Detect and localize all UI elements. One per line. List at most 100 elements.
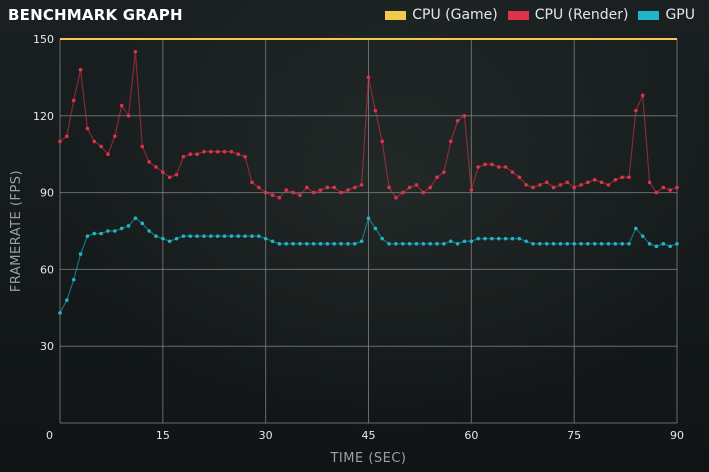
data-point <box>250 234 254 238</box>
data-point <box>195 152 199 156</box>
data-point <box>65 298 69 302</box>
data-point <box>133 216 138 220</box>
data-point <box>503 165 508 169</box>
data-point <box>236 234 241 238</box>
data-point <box>558 183 563 187</box>
data-point <box>202 149 206 154</box>
data-point <box>284 188 289 192</box>
data-point <box>586 242 590 246</box>
data-point <box>647 242 652 246</box>
data-point <box>202 234 206 238</box>
data-point <box>483 162 487 167</box>
x-tick-label: 45 <box>362 429 376 442</box>
data-point <box>92 231 97 236</box>
x-tick-label: 60 <box>464 429 478 442</box>
data-point <box>394 242 398 246</box>
data-point <box>332 185 337 190</box>
data-point <box>400 242 405 246</box>
data-point <box>544 180 549 185</box>
data-point <box>133 50 138 54</box>
data-point <box>188 234 193 238</box>
data-point <box>99 231 103 236</box>
data-point <box>448 139 453 144</box>
data-point <box>373 226 378 231</box>
x-tick-label: 15 <box>156 429 170 442</box>
legend-item-cpu-render: CPU (Render) <box>507 7 628 23</box>
data-point <box>380 236 385 241</box>
data-point <box>298 242 302 246</box>
data-point <box>325 185 330 190</box>
data-point <box>263 190 268 195</box>
data-point <box>414 183 419 187</box>
data-point <box>654 244 659 249</box>
data-point <box>654 190 659 195</box>
data-point <box>448 239 453 244</box>
data-point <box>476 165 480 169</box>
data-point <box>147 229 151 233</box>
data-point <box>462 114 467 118</box>
data-point <box>620 242 624 246</box>
data-point <box>435 175 439 180</box>
data-point <box>113 134 117 139</box>
data-point <box>462 239 467 244</box>
data-point <box>99 144 103 149</box>
data-point <box>92 139 97 144</box>
data-point <box>538 183 542 187</box>
data-point <box>490 236 494 241</box>
x-tick-label: 0 <box>46 429 53 442</box>
data-point <box>78 252 83 256</box>
data-point <box>209 234 213 238</box>
data-point <box>305 242 309 246</box>
data-point <box>380 139 385 144</box>
data-point <box>167 175 172 180</box>
x-tick-label: 30 <box>259 429 273 442</box>
data-point <box>181 234 186 238</box>
data-point <box>332 242 337 246</box>
data-point <box>599 180 604 185</box>
data-point <box>558 242 563 246</box>
data-point <box>668 188 672 192</box>
grid-lines <box>59 38 678 424</box>
data-point <box>339 190 343 195</box>
data-point <box>174 236 179 241</box>
data-point <box>71 98 76 103</box>
data-point <box>428 185 433 190</box>
legend-swatch-gpu <box>638 10 660 20</box>
data-point <box>106 152 110 156</box>
data-point <box>661 185 666 190</box>
data-point <box>551 185 556 190</box>
data-point <box>154 165 158 169</box>
chart-header: BENCHMARK GRAPH CPU (Game) CPU (Render) … <box>0 0 709 30</box>
data-point <box>311 190 316 195</box>
data-point <box>586 180 590 185</box>
data-point <box>599 242 604 246</box>
data-point <box>71 277 76 282</box>
data-point <box>291 190 295 195</box>
data-point <box>421 190 426 195</box>
data-point <box>65 134 69 139</box>
data-point <box>215 234 220 238</box>
data-point <box>373 108 378 113</box>
legend-item-cpu-game: CPU (Game) <box>385 7 498 23</box>
data-point <box>85 234 90 238</box>
data-point <box>352 185 357 190</box>
data-point <box>455 242 460 246</box>
legend-label-cpu-game: CPU (Game) <box>412 7 498 23</box>
data-point <box>442 242 446 246</box>
data-point <box>277 195 282 200</box>
data-point <box>496 236 501 241</box>
data-point <box>270 239 275 244</box>
data-point <box>106 229 110 233</box>
data-point <box>85 126 90 131</box>
series-1 <box>58 50 679 200</box>
data-point <box>394 195 398 200</box>
data-point <box>243 234 247 238</box>
data-point <box>325 242 330 246</box>
data-point <box>668 244 672 249</box>
data-point <box>229 149 234 154</box>
data-point <box>435 242 439 246</box>
data-point <box>318 188 323 192</box>
data-point <box>428 242 433 246</box>
data-point <box>222 149 227 154</box>
